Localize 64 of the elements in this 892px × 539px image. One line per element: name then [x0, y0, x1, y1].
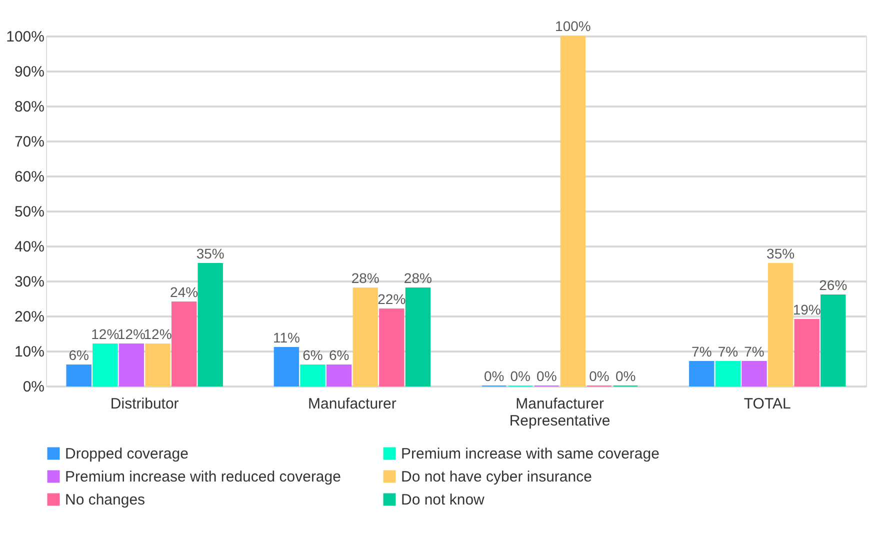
bar — [794, 319, 820, 386]
y-tick-label: 0% — [22, 378, 44, 396]
data-label: 11% — [272, 330, 300, 346]
data-label: 6% — [302, 347, 323, 363]
bar — [560, 36, 586, 386]
bar — [689, 361, 714, 386]
x-tick-label: Distributor — [110, 396, 179, 412]
bar — [768, 263, 794, 386]
y-tick-label: 100% — [6, 28, 44, 46]
bar — [300, 364, 326, 386]
data-label: 35% — [196, 246, 224, 262]
y-tick-label: 50% — [14, 204, 44, 220]
legend-label: No changes — [65, 492, 146, 508]
y-tick-label: 60% — [14, 168, 44, 186]
data-label: 26% — [819, 277, 848, 293]
bar — [198, 263, 223, 386]
data-label: 0% — [615, 368, 636, 384]
data-label: 7% — [718, 344, 738, 360]
x-tick-label: Manufacturer Representative — [509, 396, 610, 430]
bar — [92, 344, 118, 386]
bar — [145, 344, 170, 386]
data-label: 24% — [170, 284, 198, 300]
data-label: 100% — [555, 18, 591, 34]
data-label: 6% — [328, 347, 350, 363]
data-label: 28% — [404, 270, 432, 286]
y-tick-label: 30% — [14, 274, 44, 290]
legend-label: Premium increase with reduced coverage — [65, 468, 341, 486]
y-tick-label: 10% — [14, 344, 44, 360]
data-label: 12% — [144, 326, 172, 342]
bar — [405, 288, 431, 386]
data-label: 12% — [117, 326, 146, 342]
data-label: 19% — [792, 302, 821, 318]
data-label: 0% — [484, 368, 504, 384]
y-tick-label: 70% — [14, 134, 44, 150]
y-tick-label: 90% — [14, 64, 44, 80]
legend-label: Do not know — [401, 492, 485, 508]
x-tick-label: Manufacturer — [308, 396, 396, 412]
bar — [171, 302, 197, 386]
legend-label: Dropped coverage — [65, 446, 188, 463]
legend-label: Do not have cyber insurance — [401, 468, 592, 486]
bar — [66, 364, 92, 386]
data-label: 7% — [692, 344, 712, 360]
y-tick-label: 20% — [14, 308, 44, 326]
data-label: 22% — [378, 291, 406, 307]
bar — [326, 364, 352, 386]
bar — [742, 361, 767, 386]
data-label: 28% — [351, 270, 380, 286]
data-label: 0% — [536, 368, 557, 384]
bar — [274, 347, 300, 386]
legend-label: Premium increase with same coverage — [401, 446, 660, 463]
data-label: 35% — [766, 246, 795, 262]
data-label: 6% — [68, 347, 89, 363]
bar — [715, 361, 741, 386]
x-tick-label: TOTAL — [744, 396, 791, 412]
bar — [352, 288, 378, 386]
bar — [379, 308, 404, 386]
y-tick-label: 80% — [14, 98, 44, 116]
data-label: 0% — [510, 368, 530, 384]
data-label: 7% — [744, 344, 764, 360]
data-label: 0% — [589, 368, 610, 384]
bar — [118, 344, 144, 386]
bar — [820, 294, 846, 386]
y-tick-label: 40% — [14, 238, 44, 256]
data-label: 12% — [91, 326, 120, 342]
